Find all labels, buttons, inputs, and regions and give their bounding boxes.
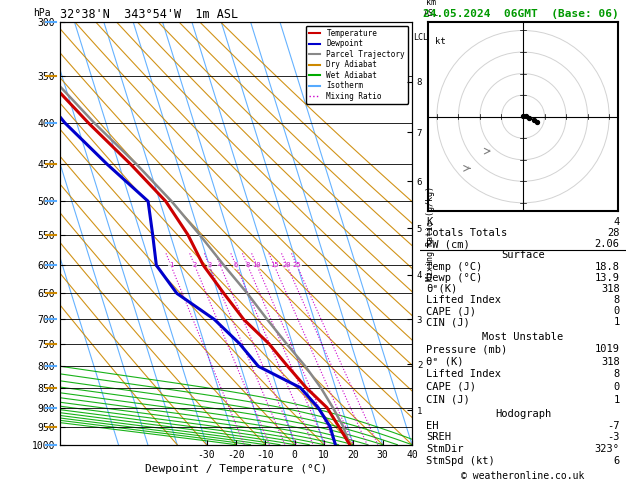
Text: 32°38'N  343°54'W  1m ASL: 32°38'N 343°54'W 1m ASL <box>60 8 238 21</box>
Text: PW (cm): PW (cm) <box>426 239 470 249</box>
Text: Lifted Index: Lifted Index <box>426 295 501 305</box>
Text: Pressure (mb): Pressure (mb) <box>426 344 508 354</box>
Point <box>532 118 542 126</box>
Text: 323°: 323° <box>594 444 620 454</box>
Text: 8: 8 <box>613 369 620 380</box>
Text: 4: 4 <box>613 217 620 227</box>
Text: 6: 6 <box>234 262 238 268</box>
Text: 3: 3 <box>207 262 211 268</box>
Text: StmSpd (kt): StmSpd (kt) <box>426 456 495 466</box>
Point <box>518 112 528 120</box>
Text: CAPE (J): CAPE (J) <box>426 306 476 316</box>
Text: Temp (°C): Temp (°C) <box>426 261 482 272</box>
Text: 28: 28 <box>607 228 620 238</box>
Text: Dewp (°C): Dewp (°C) <box>426 273 482 283</box>
Text: CAPE (J): CAPE (J) <box>426 382 476 392</box>
Point <box>525 114 535 122</box>
Point <box>529 116 539 124</box>
Point <box>521 112 532 120</box>
Y-axis label: Mixing Ratio (g/kg): Mixing Ratio (g/kg) <box>426 186 435 281</box>
Text: 15: 15 <box>270 262 279 268</box>
Text: 18.8: 18.8 <box>594 261 620 272</box>
Text: K: K <box>426 217 433 227</box>
Legend: Temperature, Dewpoint, Parcel Trajectory, Dry Adiabat, Wet Adiabat, Isotherm, Mi: Temperature, Dewpoint, Parcel Trajectory… <box>306 26 408 104</box>
Text: 318: 318 <box>601 284 620 294</box>
Text: 6: 6 <box>613 456 620 466</box>
Text: 1: 1 <box>613 317 620 328</box>
Text: 1: 1 <box>613 395 620 404</box>
Text: 8: 8 <box>613 295 620 305</box>
Text: 8: 8 <box>245 262 250 268</box>
Text: kt: kt <box>435 37 445 46</box>
Text: 318: 318 <box>601 357 620 367</box>
Text: CIN (J): CIN (J) <box>426 395 470 404</box>
Text: 2.06: 2.06 <box>594 239 620 249</box>
Text: 20: 20 <box>282 262 291 268</box>
Text: 2: 2 <box>192 262 197 268</box>
Text: θᵉ(K): θᵉ(K) <box>426 284 457 294</box>
Text: Lifted Index: Lifted Index <box>426 369 501 380</box>
Text: hPa: hPa <box>33 8 51 17</box>
Text: θᵉ (K): θᵉ (K) <box>426 357 464 367</box>
Text: -3: -3 <box>607 433 620 442</box>
Text: 13.9: 13.9 <box>594 273 620 283</box>
Text: Surface: Surface <box>501 250 545 260</box>
Text: 0: 0 <box>613 382 620 392</box>
Text: 24.05.2024  06GMT  (Base: 06): 24.05.2024 06GMT (Base: 06) <box>423 9 619 19</box>
Text: Hodograph: Hodograph <box>495 409 551 419</box>
Text: SREH: SREH <box>426 433 452 442</box>
X-axis label: Dewpoint / Temperature (°C): Dewpoint / Temperature (°C) <box>145 464 327 474</box>
Text: -7: -7 <box>607 421 620 431</box>
Text: EH: EH <box>426 421 439 431</box>
Text: 10: 10 <box>253 262 261 268</box>
Text: StmDir: StmDir <box>426 444 464 454</box>
Text: Most Unstable: Most Unstable <box>482 332 564 342</box>
Text: km
ASL: km ASL <box>424 0 439 17</box>
Text: 25: 25 <box>292 262 301 268</box>
Text: CIN (J): CIN (J) <box>426 317 470 328</box>
Text: 0: 0 <box>613 306 620 316</box>
Text: LCL: LCL <box>413 33 428 42</box>
Text: 1: 1 <box>169 262 173 268</box>
Text: 4: 4 <box>218 262 222 268</box>
Text: Totals Totals: Totals Totals <box>426 228 508 238</box>
Text: 1019: 1019 <box>594 344 620 354</box>
Text: © weatheronline.co.uk: © weatheronline.co.uk <box>461 471 585 481</box>
